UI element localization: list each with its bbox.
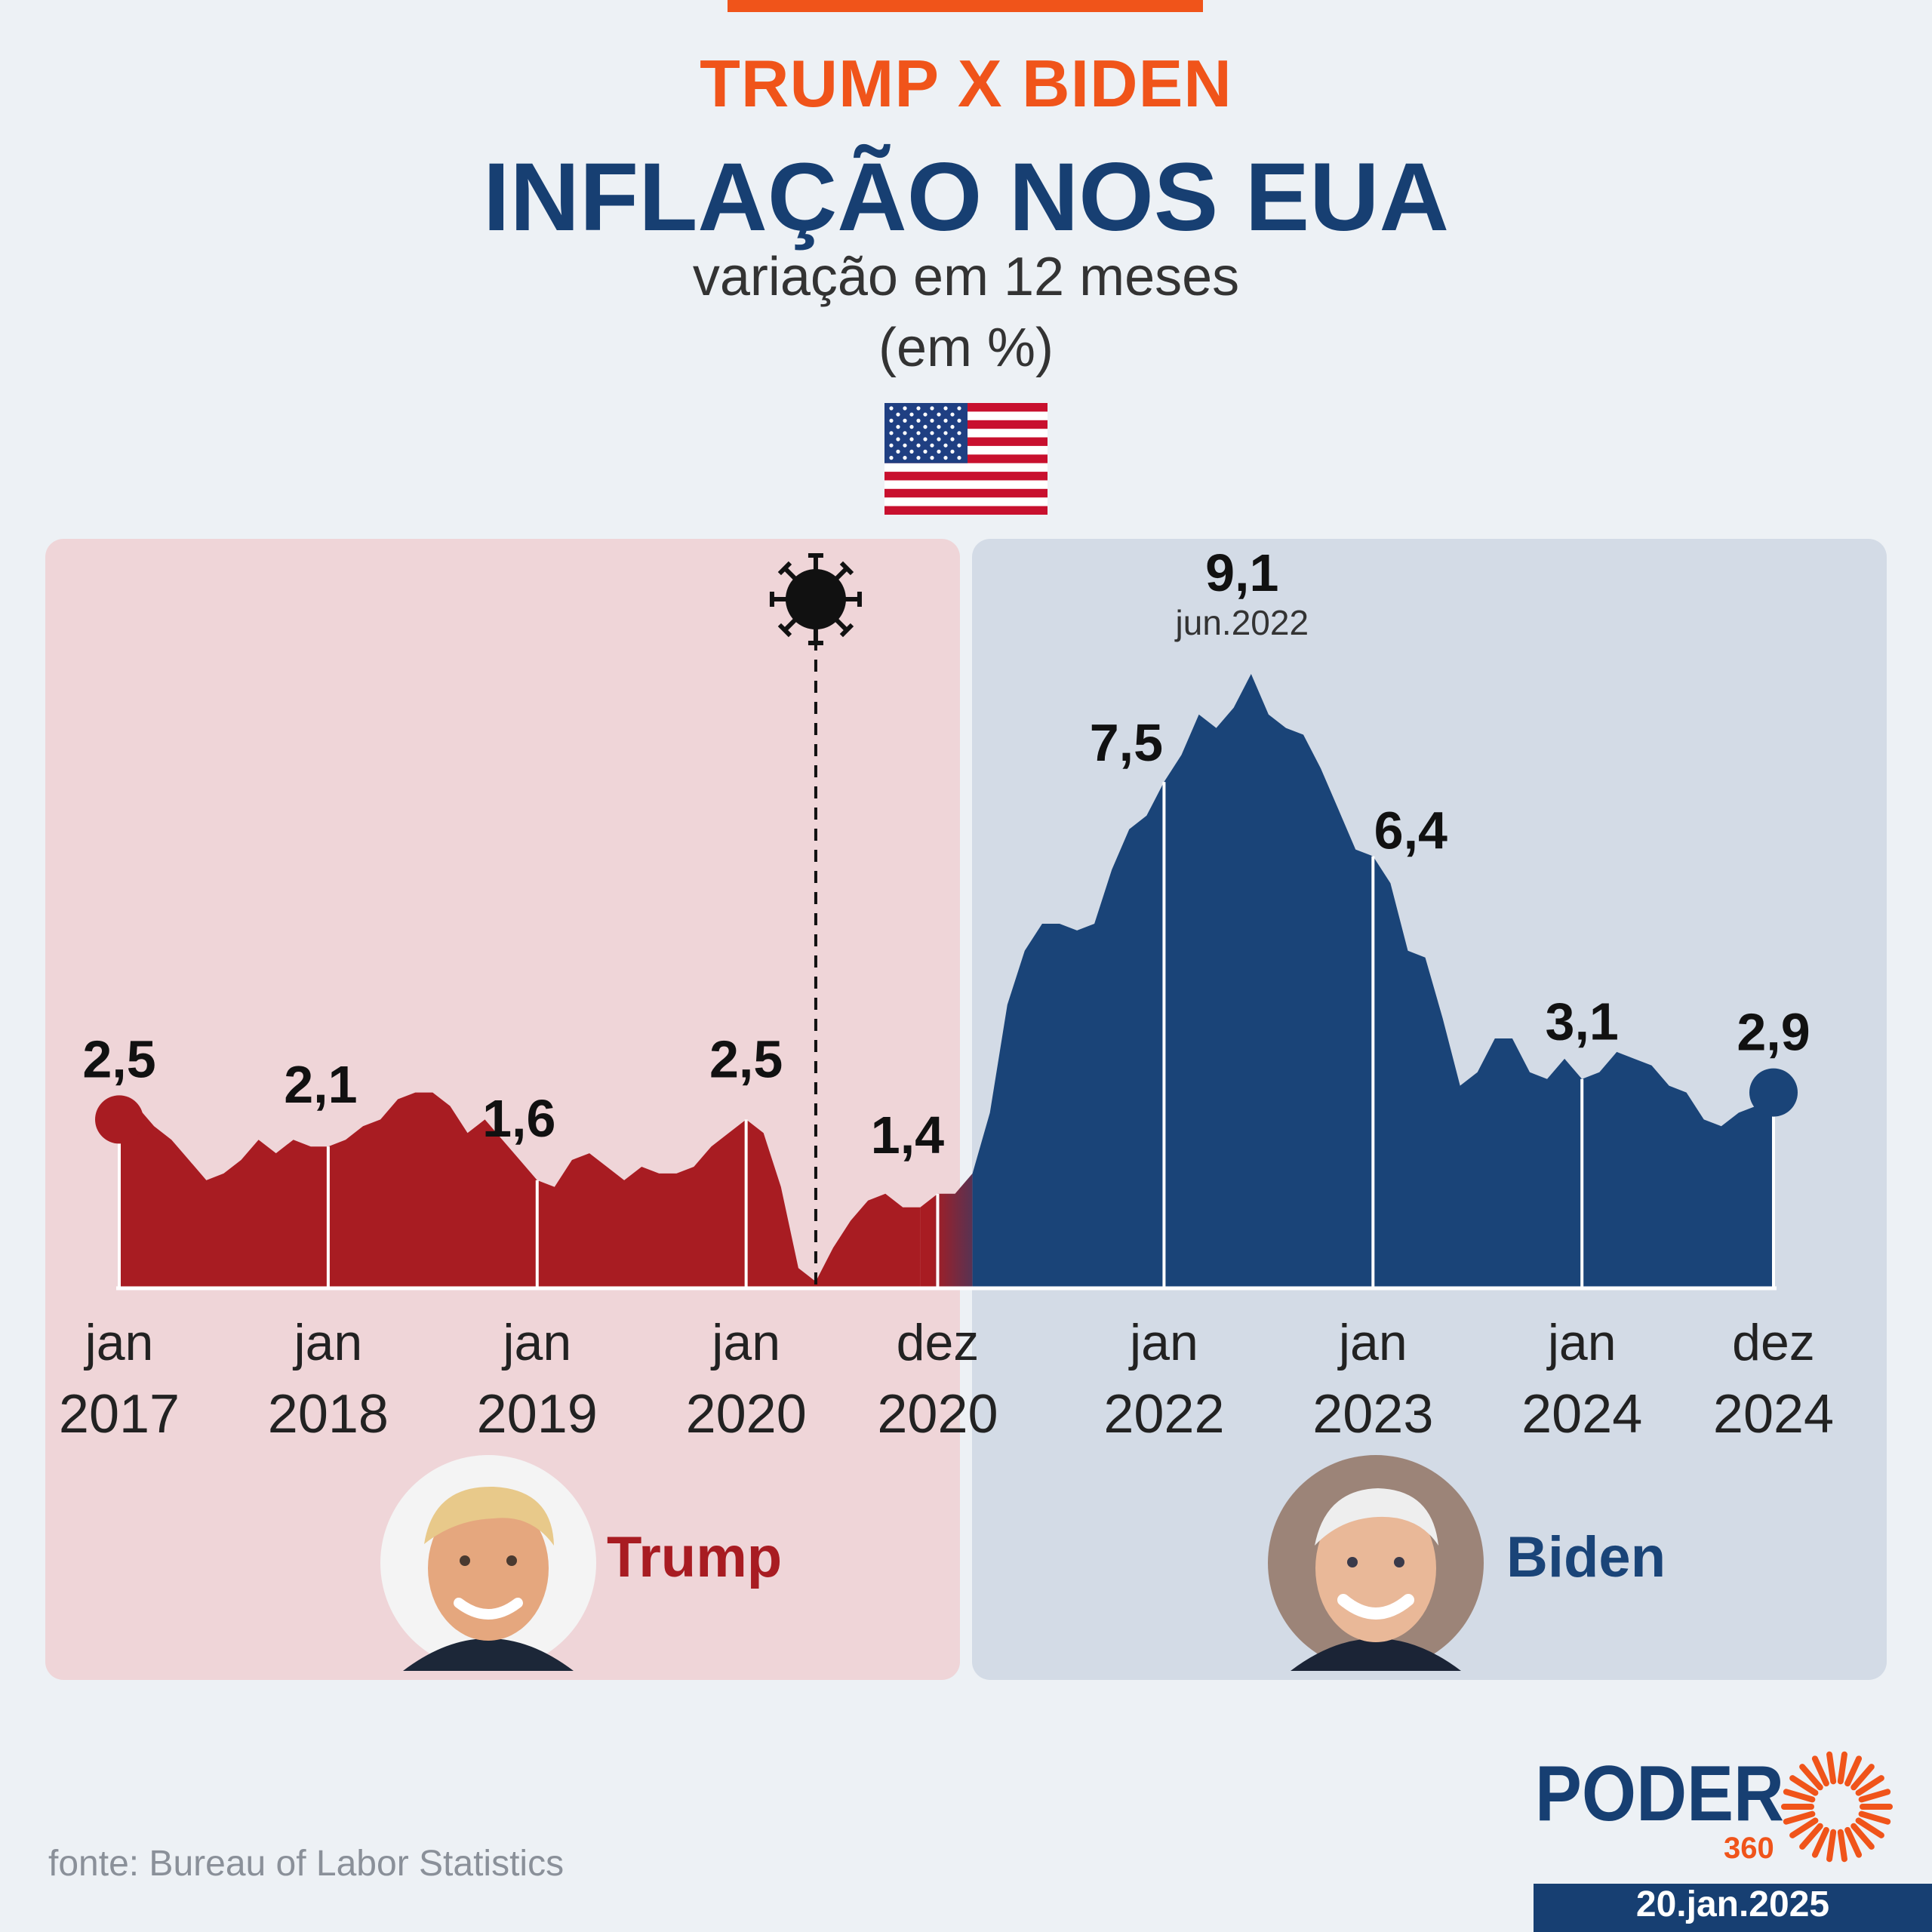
x-tick-year: 2024 <box>1521 1384 1642 1444</box>
data-label: 2,1 <box>284 1055 357 1114</box>
x-tick-month: jan <box>1337 1314 1407 1371</box>
trump-area <box>119 1092 921 1288</box>
data-label: 9,1 <box>1205 543 1278 602</box>
trump-avatar <box>380 1455 596 1671</box>
x-tick-month: jan <box>710 1314 780 1371</box>
covid-marker <box>769 553 862 1288</box>
data-label: 3,1 <box>1546 992 1619 1051</box>
x-tick-month: jan <box>1128 1314 1198 1371</box>
unit-label: (em %) <box>878 318 1054 378</box>
data-label: 6,4 <box>1374 801 1447 860</box>
x-tick-year: 2024 <box>1713 1384 1834 1444</box>
x-tick-year: 2017 <box>59 1384 180 1444</box>
virus-icon <box>769 553 862 645</box>
transition-area <box>920 1173 973 1288</box>
data-label: 1,6 <box>482 1089 555 1148</box>
x-tick-month: dez <box>1732 1314 1815 1371</box>
x-tick-month: jan <box>293 1314 363 1371</box>
page-title: INFLAÇÃO NOS EUA <box>483 143 1449 251</box>
data-label: 7,5 <box>1090 713 1163 772</box>
source-note: fonte: Bureau of Labor Statistics <box>48 1844 565 1884</box>
end-point <box>1749 1068 1798 1117</box>
x-tick-year: 2019 <box>477 1384 598 1444</box>
us-flag-icon <box>884 403 1048 515</box>
x-tick-month: jan <box>501 1314 571 1371</box>
x-tick-month: jan <box>84 1314 154 1371</box>
data-label: 2,9 <box>1737 1003 1810 1062</box>
top-accent-bar <box>728 0 1203 12</box>
data-label-date: jun.2022 <box>1174 603 1309 642</box>
poder360-logo: PODER 360 <box>1535 1750 1893 1865</box>
data-label: 2,5 <box>709 1029 783 1088</box>
x-tick-year: 2022 <box>1103 1384 1224 1444</box>
logo-wordmark: PODER <box>1535 1750 1784 1838</box>
data-label: 2,5 <box>82 1029 155 1088</box>
x-tick-month: jan <box>1546 1314 1617 1371</box>
kicker: TRUMP X BIDEN <box>700 46 1232 121</box>
biden-avatar <box>1268 1455 1484 1671</box>
data-label: 1,4 <box>871 1106 944 1164</box>
subtitle: variação em 12 meses <box>692 247 1240 307</box>
start-point <box>95 1095 143 1144</box>
x-tick-year: 2018 <box>268 1384 389 1444</box>
publication-date: 20.jan.2025 <box>1635 1884 1830 1924</box>
x-tick-year: 2020 <box>686 1384 807 1444</box>
date-badge: 20.jan.2025 <box>1534 1884 1932 1932</box>
x-tick-year: 2020 <box>877 1384 998 1444</box>
logo-number: 360 <box>1724 1832 1774 1865</box>
x-tick-month: dez <box>897 1314 980 1371</box>
sun-icon <box>1781 1751 1893 1863</box>
biden-name: Biden <box>1506 1525 1666 1589</box>
trump-name: Trump <box>607 1525 783 1589</box>
x-tick-year: 2023 <box>1312 1384 1433 1444</box>
